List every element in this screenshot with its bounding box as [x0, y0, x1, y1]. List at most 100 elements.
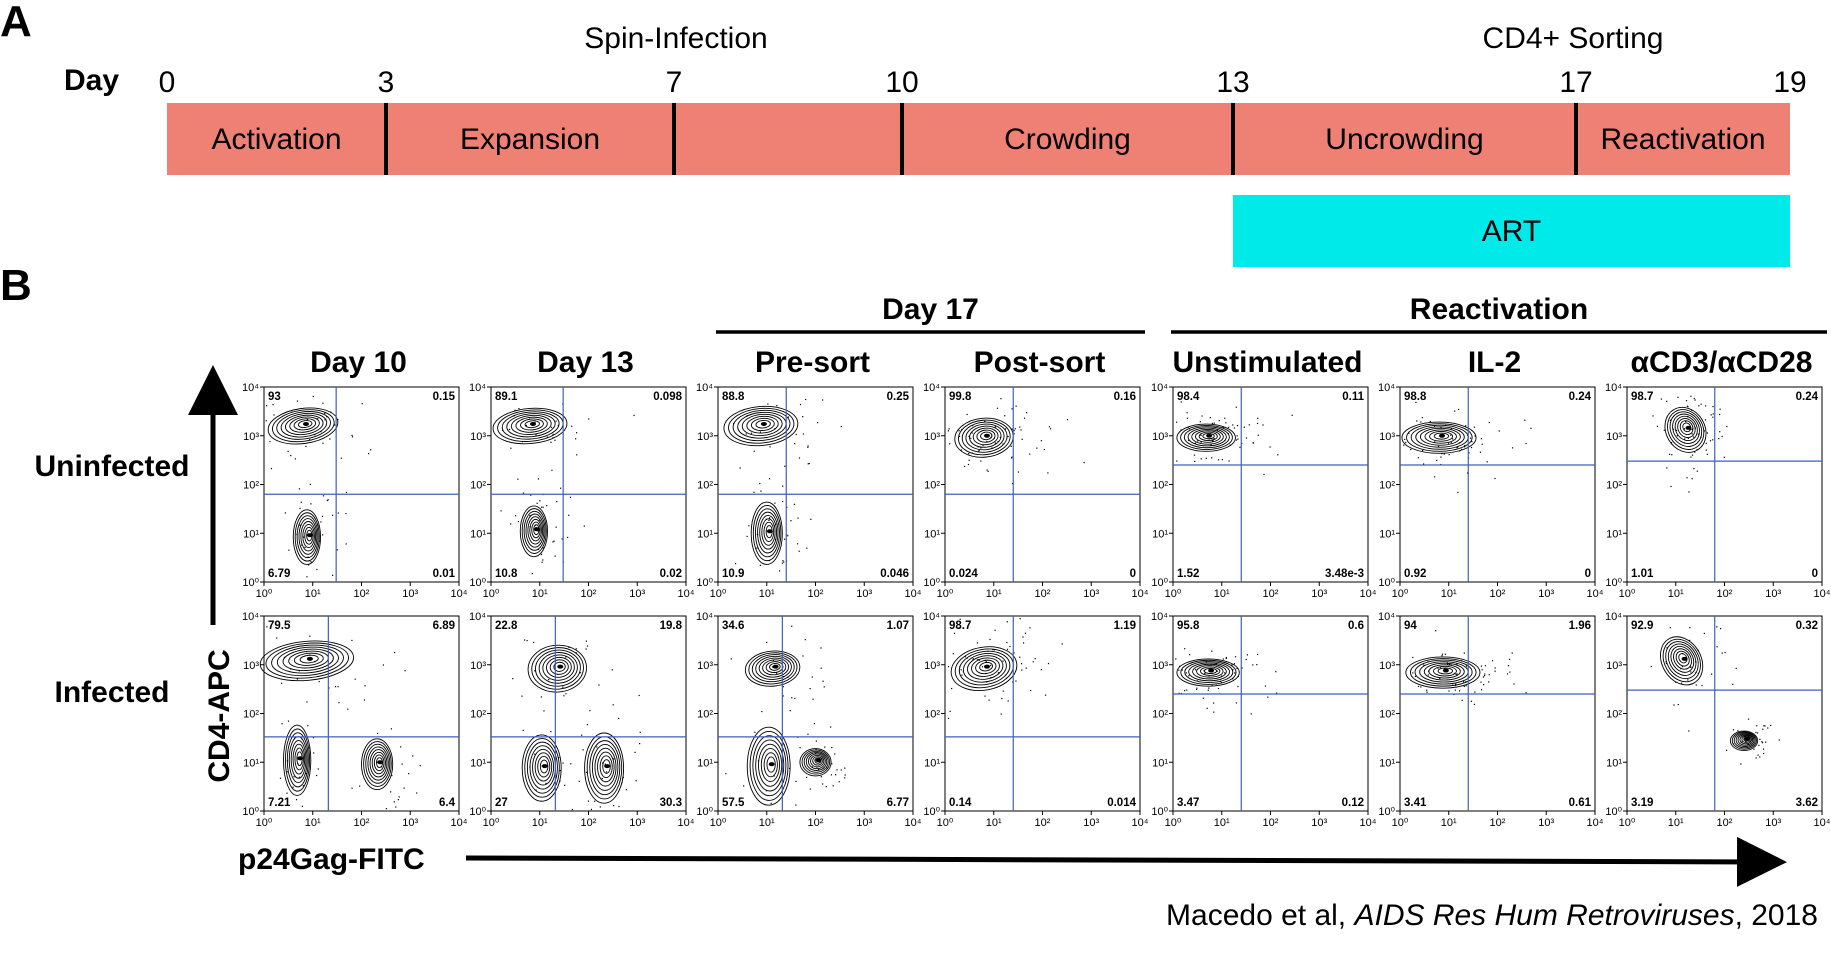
x-tick-label: 10³	[629, 588, 645, 600]
quadrant-lower-right: 3.62	[1796, 797, 1818, 809]
quadrant-lower-right: 0.02	[660, 568, 682, 580]
x-tick-label: 10³	[1311, 588, 1327, 600]
y-tick-label: 10⁰	[1378, 577, 1395, 589]
quadrant-lower-right: 0	[1130, 568, 1136, 580]
panel-a-letter: A	[0, 0, 32, 46]
column-title: Post-sort	[974, 346, 1106, 379]
y-tick-label: 10⁰	[696, 577, 713, 589]
quadrant-lower-right: 0	[1585, 568, 1591, 580]
quadrant-lower-left: 3.41	[1404, 797, 1427, 809]
x-tick-label: 10¹	[759, 588, 775, 600]
x-tick-label: 10³	[1311, 817, 1327, 829]
quadrant-lower-right: 0	[1812, 568, 1818, 580]
art-label: ART	[1482, 215, 1541, 248]
group-label: Day 17	[882, 293, 979, 326]
density-contours	[1664, 406, 1707, 453]
quadrant-upper-left: 98.7	[949, 620, 971, 632]
quadrant-upper-right: 0.24	[1796, 391, 1819, 403]
y-tick-label: 10³	[1152, 660, 1168, 672]
timeline-segment-gap	[674, 103, 902, 175]
segment-label-activation: Activation	[211, 123, 341, 156]
day-axis-label: Day	[64, 64, 119, 97]
y-tick-label: 10¹	[924, 757, 940, 769]
segment-label-reactivation: Reactivation	[1600, 123, 1765, 156]
x-tick-label: 10³	[856, 588, 872, 600]
quadrant-upper-right: 6.89	[433, 620, 455, 632]
y-tick-label: 10¹	[1152, 757, 1168, 769]
y-tick-label: 10²	[697, 480, 713, 492]
day-tick-label: 17	[1559, 66, 1592, 99]
column-title: Day 13	[537, 346, 634, 379]
x-axis-arrow	[465, 836, 1787, 887]
y-tick-label: 10²	[697, 709, 713, 721]
x-tick-label: 10⁴	[1360, 588, 1377, 600]
x-tick-label: 10⁴	[451, 817, 468, 829]
y-tick-label: 10²	[470, 709, 486, 721]
quadrant-upper-left: 98.4	[1177, 391, 1200, 403]
plot-frame	[1626, 386, 1823, 583]
y-tick-label: 10³	[243, 660, 259, 672]
x-tick-label: 10⁴	[1587, 817, 1604, 829]
quadrant-lower-right: 3.48e-3	[1325, 568, 1364, 580]
x-tick-label: 10⁰	[256, 817, 273, 829]
y-tick-label: 10²	[1152, 709, 1168, 721]
x-tick-label: 10⁴	[678, 588, 695, 600]
x-tick-label: 10¹	[986, 817, 1002, 829]
x-tick-label: 10³	[856, 817, 872, 829]
x-tick-label: 10⁰	[1165, 588, 1182, 600]
y-tick-label: 10²	[924, 709, 940, 721]
y-tick-label: 10⁴	[696, 611, 713, 623]
quadrant-lower-left: 0.14	[949, 797, 972, 809]
quadrant-upper-right: 0.15	[433, 391, 456, 403]
plot-frame	[944, 615, 1141, 812]
y-tick-label: 10¹	[243, 757, 259, 769]
x-tick-label: 10²	[1490, 817, 1506, 829]
x-tick-label: 10³	[402, 817, 418, 829]
x-tick-label: 10¹	[986, 588, 1002, 600]
x-tick-label: 10⁰	[483, 817, 500, 829]
quadrant-lower-left: 10.9	[722, 568, 744, 580]
x-tick-label: 10¹	[1668, 817, 1684, 829]
timeline-segment-expansion	[386, 103, 674, 175]
quadrant-lower-left: 1.52	[1177, 568, 1199, 580]
panel-b: B Day 17 Reactivation Day 10 Day 13 Pre-sor…	[0, 261, 1831, 887]
quadrant-upper-left: 98.8	[1404, 391, 1427, 403]
x-tick-label: 10⁰	[256, 588, 273, 600]
y-tick-label: 10⁴	[1605, 382, 1622, 394]
y-axis-label: CD4-APC	[203, 649, 236, 782]
plot-frame	[1626, 615, 1823, 812]
quadrant-lower-right: 30.3	[660, 797, 682, 809]
y-tick-label: 10¹	[1606, 528, 1622, 540]
quadrant-upper-left: 92.9	[1631, 620, 1653, 632]
plot-frame	[1399, 615, 1596, 812]
density-contours	[1176, 658, 1240, 687]
density-contours	[492, 407, 568, 558]
timeline-event-label: Spin-Infection	[584, 22, 767, 55]
day-tick-label: 10	[885, 66, 918, 99]
x-tick-label: 10⁰	[1392, 817, 1409, 829]
x-tick-label: 10¹	[1668, 588, 1684, 600]
group-label: Reactivation	[1410, 293, 1588, 326]
quadrant-lower-right: 0.61	[1569, 797, 1592, 809]
density-contours	[1401, 421, 1477, 454]
y-tick-label: 10⁰	[923, 577, 940, 589]
quadrant-upper-left: 94	[1404, 620, 1417, 632]
day-tick-label: 0	[159, 66, 176, 99]
y-tick-label: 10³	[1606, 660, 1622, 672]
x-tick-label: 10²	[354, 817, 370, 829]
y-tick-label: 10³	[697, 431, 713, 443]
y-tick-label: 10³	[243, 431, 259, 443]
y-tick-label: 10¹	[697, 757, 713, 769]
timeline-segment-uncrowding	[1233, 103, 1576, 175]
x-tick-label: 10¹	[1441, 588, 1457, 600]
x-tick-label: 10⁰	[710, 817, 727, 829]
y-tick-label: 10¹	[1606, 757, 1622, 769]
quadrant-lower-right: 6.4	[439, 797, 456, 809]
